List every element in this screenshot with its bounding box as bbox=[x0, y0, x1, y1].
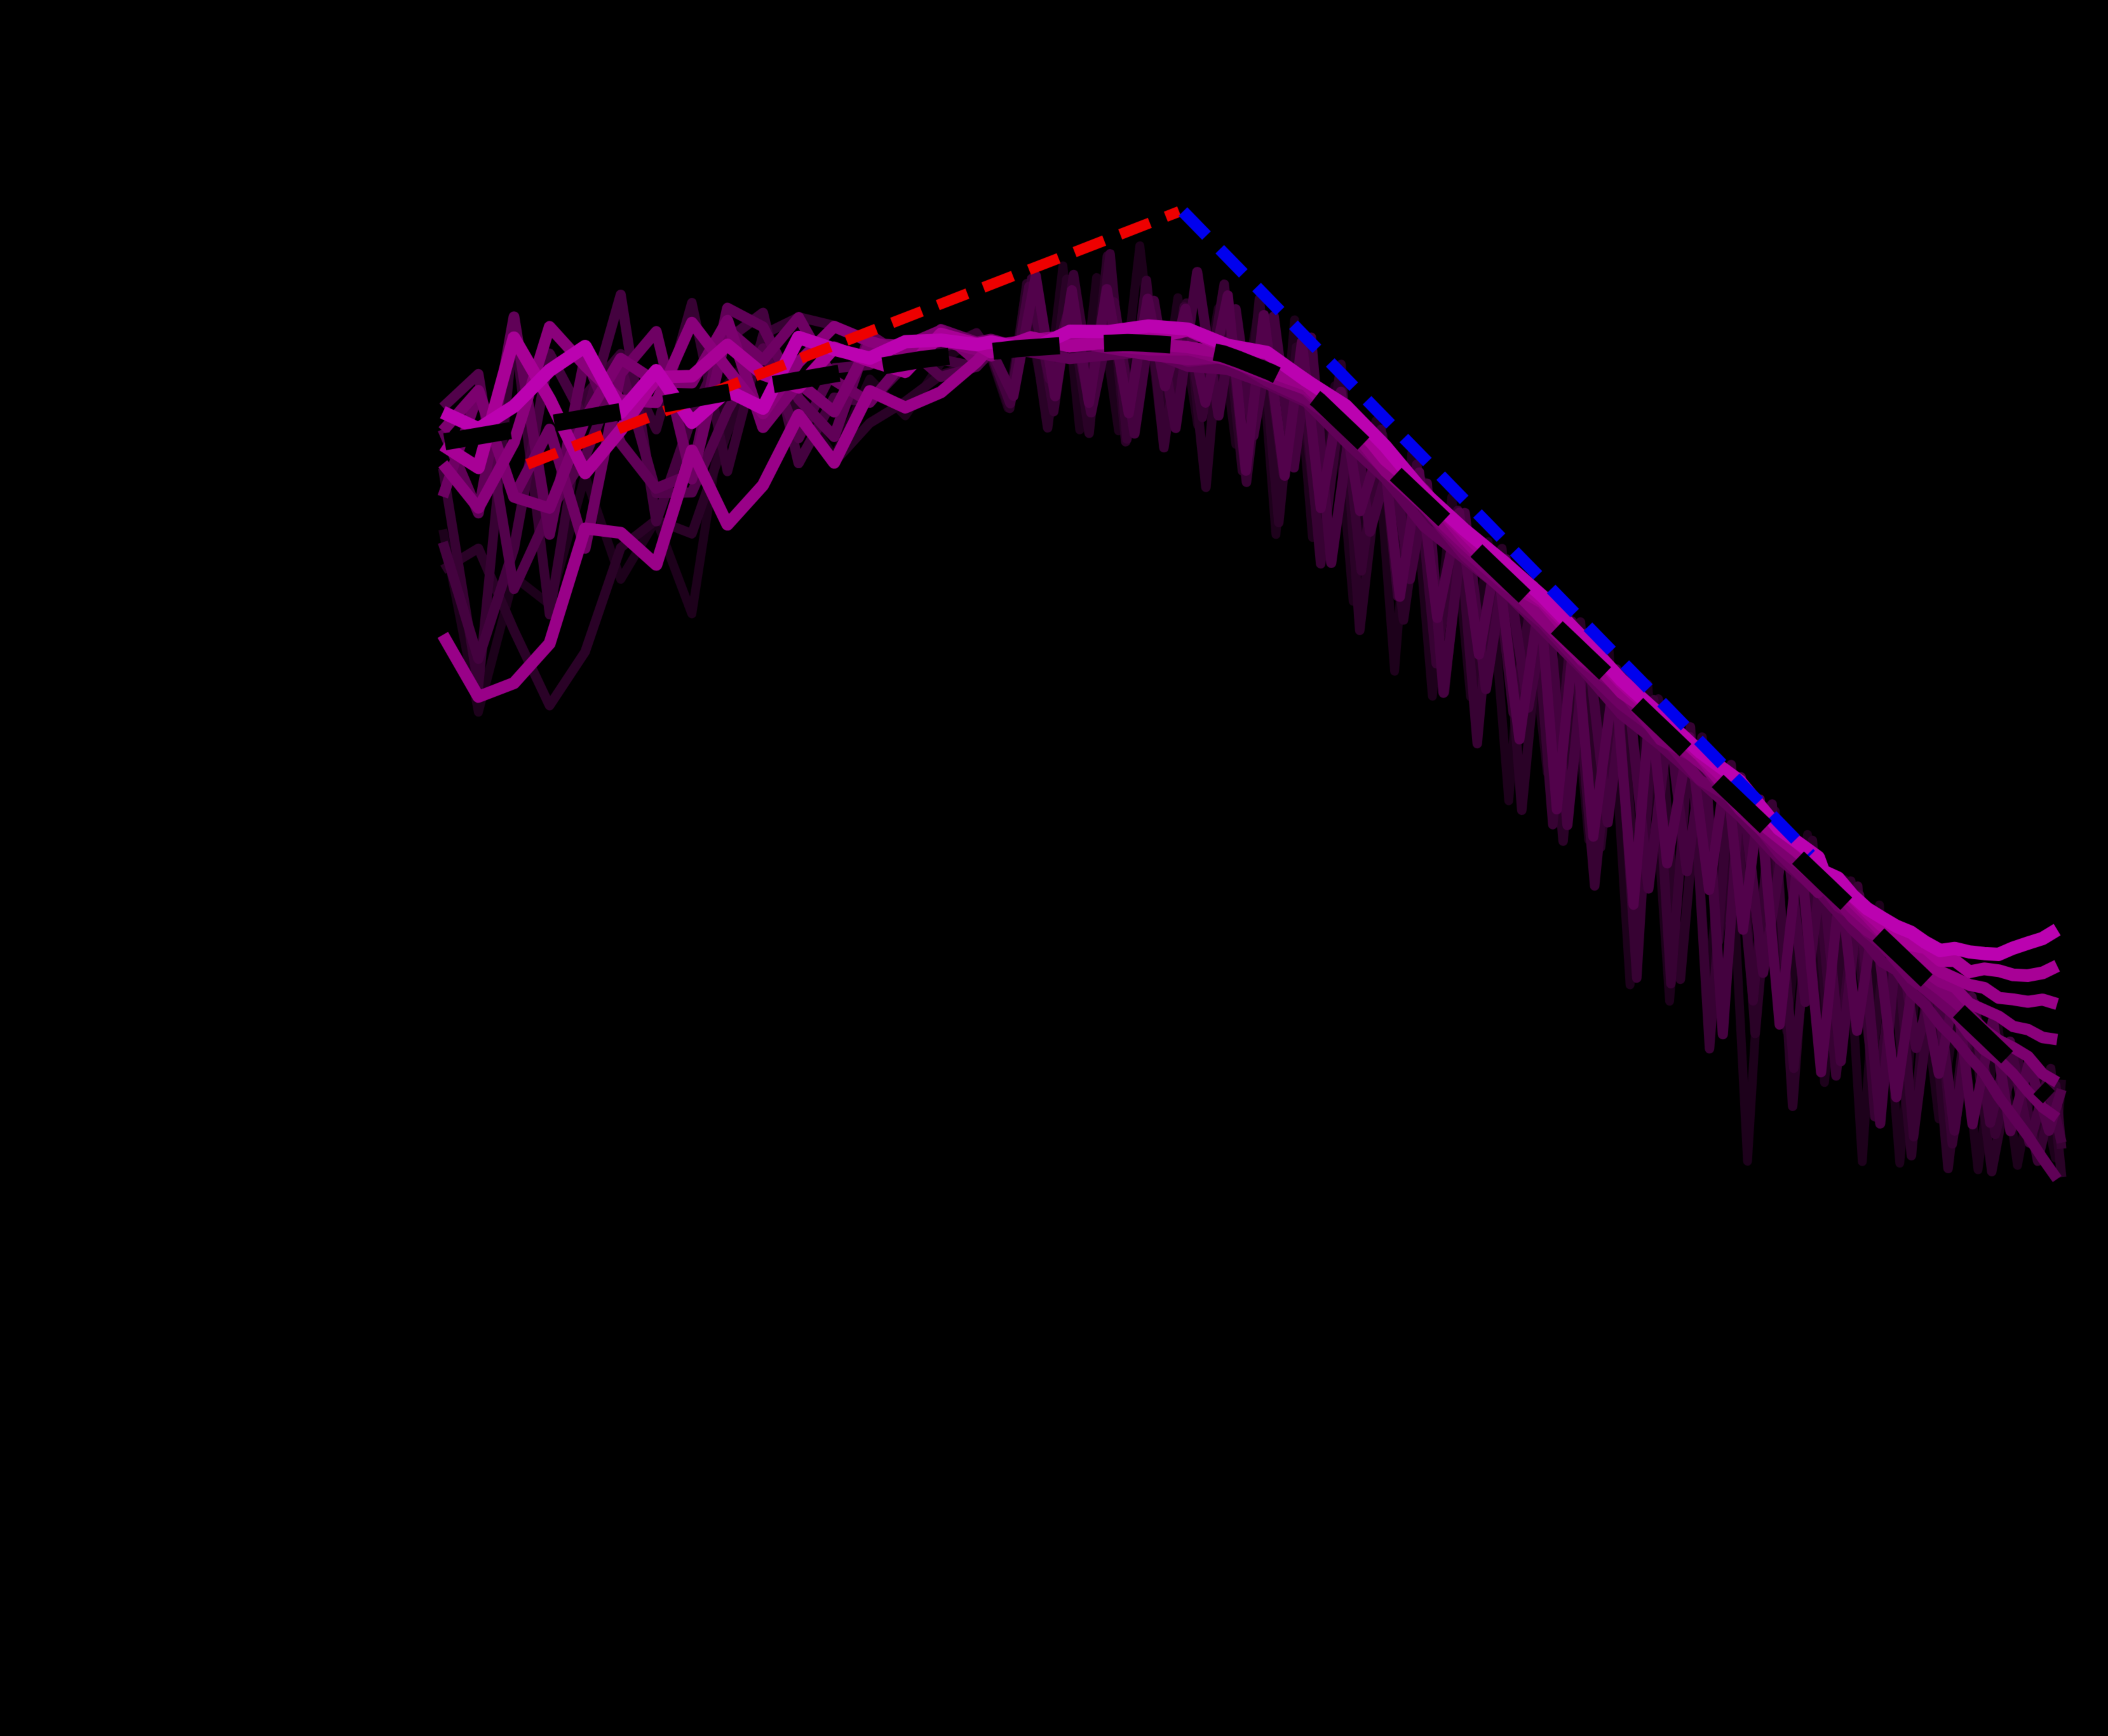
power-spectrum-figure bbox=[0, 0, 2108, 1736]
chart-canvas bbox=[0, 0, 2108, 1736]
chart-root bbox=[0, 0, 2108, 1736]
